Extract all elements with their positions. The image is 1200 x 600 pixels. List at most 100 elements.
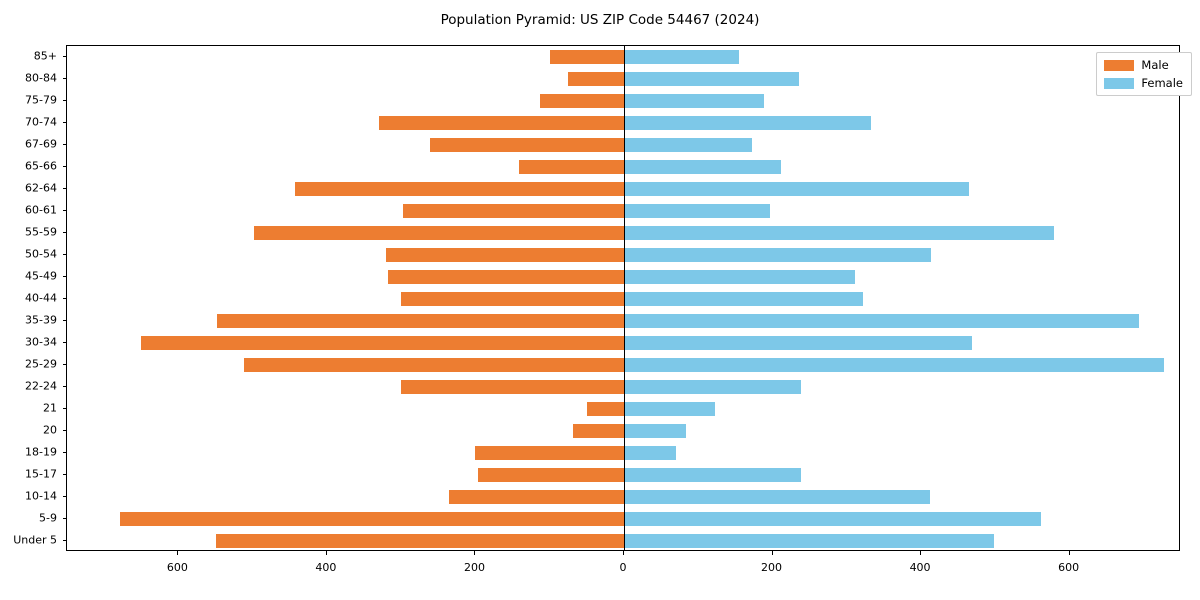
- y-tick-label: 80-84: [25, 71, 57, 85]
- x-tick-label: 400: [315, 561, 337, 574]
- y-tick-label: 30-34: [25, 335, 57, 349]
- y-tick-mark: [62, 474, 66, 475]
- bar-row: [67, 424, 1179, 438]
- bar-male-67-69: [430, 138, 624, 152]
- bar-row: [67, 512, 1179, 526]
- bar-male-21: [586, 402, 624, 416]
- y-tick-label: 85+: [33, 49, 57, 63]
- bar-male-40-44: [401, 292, 624, 306]
- bar-female-18-19: [624, 446, 676, 460]
- y-tick-label: Under 5: [13, 533, 57, 547]
- y-tick-mark: [62, 298, 66, 299]
- x-axis: 600 400 200 0 200 400 600: [66, 551, 1180, 591]
- bar-male-50-54: [386, 248, 624, 262]
- bar-female-40-44: [624, 292, 864, 306]
- y-tick-mark: [62, 188, 66, 189]
- bar-female-67-69: [624, 138, 752, 152]
- bar-row: [67, 160, 1179, 174]
- bar-row: [67, 446, 1179, 460]
- bar-male-25-29: [243, 358, 624, 372]
- bar-female-30-34: [624, 336, 972, 350]
- bar-male-65-66: [519, 160, 624, 174]
- bar-male-under-5: [215, 534, 624, 548]
- y-tick-mark: [62, 56, 66, 57]
- y-tick-mark: [62, 100, 66, 101]
- y-tick-label: 40-44: [25, 291, 57, 305]
- bar-row: [67, 468, 1179, 482]
- bar-male-10-14: [449, 490, 624, 504]
- bar-female-55-59: [624, 226, 1054, 240]
- y-tick-label: 10-14: [25, 489, 57, 503]
- bar-female-21: [624, 402, 715, 416]
- bar-row: [67, 402, 1179, 416]
- y-tick-mark: [62, 254, 66, 255]
- y-tick-label: 50-54: [25, 247, 57, 261]
- bar-male-55-59: [254, 226, 624, 240]
- bar-female-10-14: [624, 490, 930, 504]
- bar-row: [67, 50, 1179, 64]
- x-tick-mark: [920, 551, 922, 555]
- y-tick-label: 55-59: [25, 225, 57, 239]
- y-tick-label: 67-69: [25, 137, 57, 151]
- bar-row: [67, 358, 1179, 372]
- x-tick-mark: [474, 551, 476, 555]
- y-tick-mark: [62, 408, 66, 409]
- x-tick-mark: [623, 551, 624, 555]
- bar-male-70-74: [378, 116, 624, 130]
- bar-male-18-19: [475, 446, 624, 460]
- bar-male-62-64: [294, 182, 624, 196]
- bar-row: [67, 182, 1179, 196]
- y-tick-mark: [62, 122, 66, 123]
- x-tick-label: 400: [909, 561, 931, 574]
- chart-title: Population Pyramid: US ZIP Code 54467 (2…: [440, 12, 760, 28]
- bar-row: [67, 204, 1179, 218]
- bar-female-65-66: [624, 160, 782, 174]
- x-tick-label: 600: [166, 561, 188, 574]
- bar-female-15-17: [624, 468, 801, 482]
- y-tick-mark: [62, 166, 66, 167]
- male-color-swatch: [1104, 59, 1135, 71]
- x-tick-mark: [177, 551, 179, 555]
- y-tick-label: 75-79: [25, 93, 57, 107]
- bar-row: [67, 72, 1179, 86]
- bar-row: [67, 226, 1179, 240]
- y-tick-label: 15-17: [25, 467, 57, 481]
- legend-entry-female[interactable]: Female: [1104, 76, 1183, 90]
- bar-row: [67, 138, 1179, 152]
- legend-label: Male: [1141, 58, 1169, 72]
- y-tick-mark: [62, 496, 66, 497]
- y-tick-label: 25-29: [25, 357, 57, 371]
- bar-male-75-79: [540, 94, 624, 108]
- bar-row: [67, 380, 1179, 394]
- x-tick-mark: [1068, 551, 1070, 555]
- bar-row: [67, 248, 1179, 262]
- bar-male-45-49: [387, 270, 624, 284]
- y-tick-mark: [62, 386, 66, 387]
- bar-row: [67, 94, 1179, 108]
- x-tick-label: 200: [761, 561, 783, 574]
- bar-female-75-79: [624, 94, 764, 108]
- bar-male-85-: [549, 50, 624, 64]
- legend-label: Female: [1141, 76, 1183, 90]
- bar-female-35-39: [624, 314, 1140, 328]
- y-tick-mark: [62, 364, 66, 365]
- y-tick-label: 70-74: [25, 115, 57, 129]
- bar-female-under-5: [624, 534, 994, 548]
- y-tick-mark: [62, 276, 66, 277]
- y-tick-mark: [62, 144, 66, 145]
- bar-female-5-9: [624, 512, 1042, 526]
- y-tick-label: 21: [43, 401, 57, 415]
- y-tick-label: 45-49: [25, 269, 57, 283]
- y-tick-mark: [62, 342, 66, 343]
- bar-male-60-61: [402, 204, 624, 218]
- bar-female-20: [624, 424, 686, 438]
- female-color-swatch: [1104, 77, 1135, 89]
- x-tick-label: 600: [1058, 561, 1080, 574]
- x-tick-label: 0: [619, 561, 627, 574]
- bar-male-5-9: [119, 512, 624, 526]
- y-tick-mark: [62, 518, 66, 519]
- bar-female-80-84: [624, 72, 799, 86]
- y-tick-mark: [62, 232, 66, 233]
- legend-entry-male[interactable]: Male: [1104, 58, 1183, 72]
